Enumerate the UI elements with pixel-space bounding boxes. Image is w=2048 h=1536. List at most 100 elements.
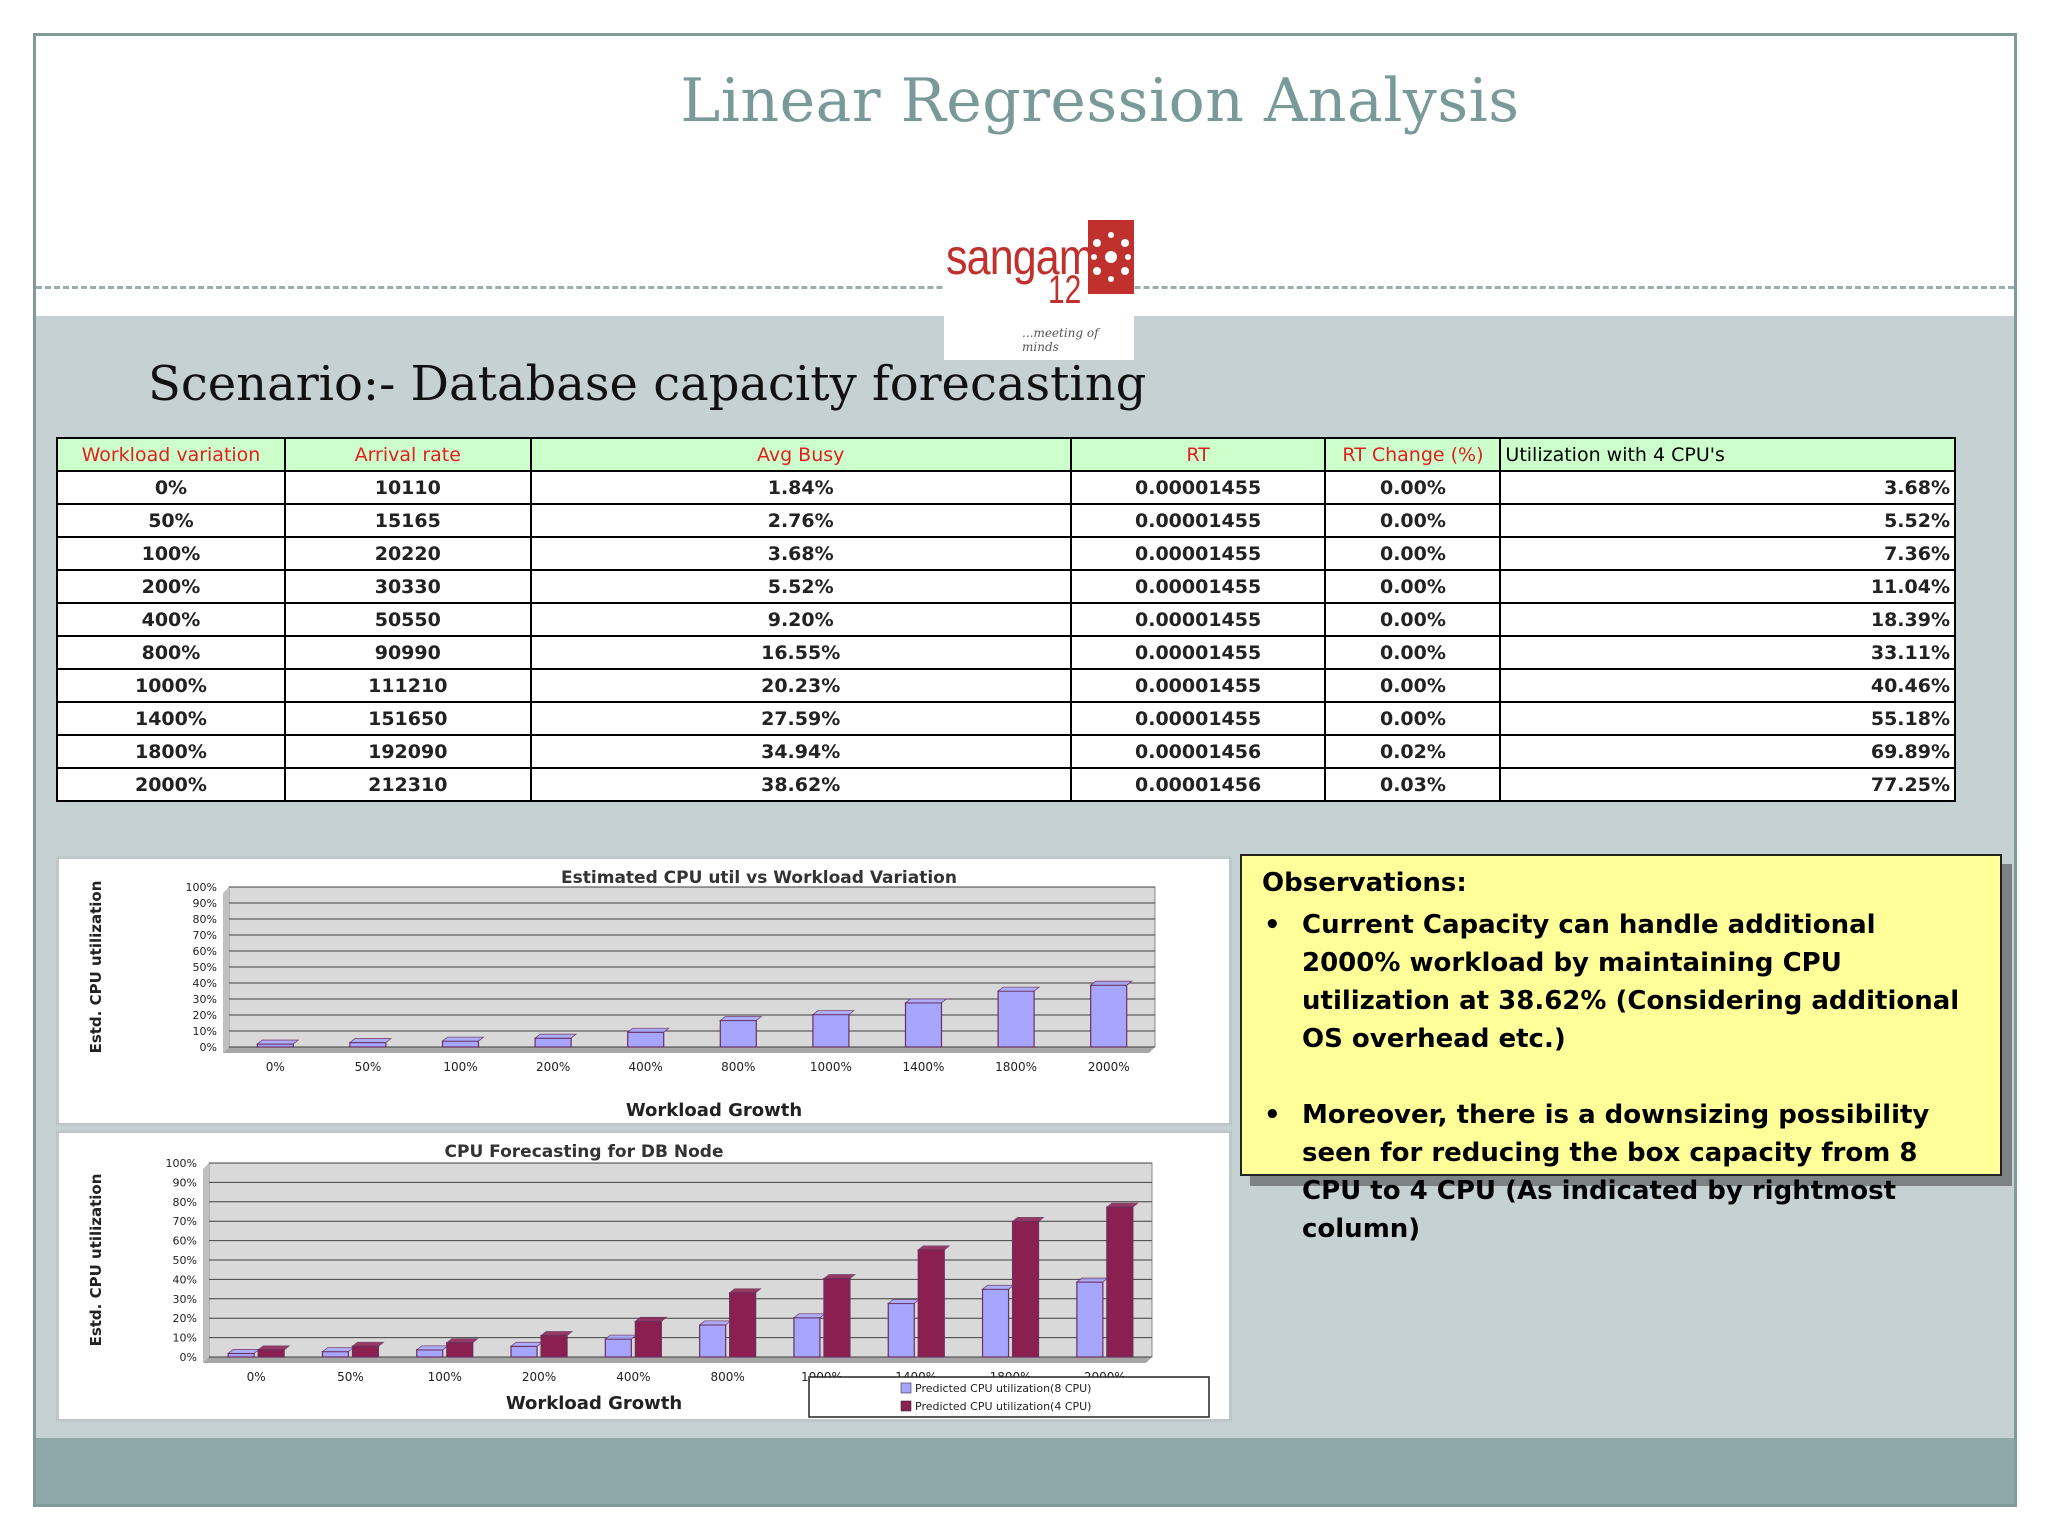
y-tick-label: 90% [193, 897, 217, 910]
cell-rt-change: 0.00% [1324, 536, 1502, 571]
cell-rt-change: 0.00% [1324, 470, 1502, 505]
cell-utilization: 7.36% [1499, 536, 1956, 571]
legend-swatch [900, 1382, 912, 1394]
bar [917, 1249, 945, 1358]
bar-top [604, 1334, 638, 1340]
bar [257, 1349, 285, 1358]
cell-utilization: 11.04% [1499, 569, 1956, 604]
cell-avg-busy: 34.94% [529, 734, 1072, 769]
column-header-arrival-rate: Arrival rate [283, 437, 532, 472]
x-tick-label: 100% [443, 1060, 477, 1074]
chart-cpu-forecast: 100% 90% 80% 70% 60% 50% 40% 30% 20% 10% 0% Estd. C… [87, 1142, 1210, 1418]
table-row: 400% 50550 9.20% 0.00001455 0.00% 18.39% [56, 602, 1956, 637]
cell-arrival-rate: 15165 [283, 503, 532, 538]
column-header-workload: Workload variation [56, 437, 286, 472]
bar [793, 1317, 821, 1358]
x-tick-label: 50% [337, 1370, 364, 1384]
cell-workload: 0% [56, 470, 286, 505]
cell-rt-change: 0.03% [1324, 767, 1502, 802]
column-header-rt-change: RT Change (%) [1324, 437, 1502, 472]
cell-rt: 0.00001455 [1069, 701, 1327, 736]
sangam-logo: sangam 12 ...meeting of minds [944, 208, 1134, 360]
bar [627, 1031, 665, 1048]
bar-top [634, 1316, 668, 1322]
y-tick-label: 80% [173, 1196, 197, 1209]
observations-list: Current Capacity can handle additional 2… [1262, 906, 1980, 1248]
bar-top [539, 1331, 574, 1336]
x-tick-label: 200% [536, 1060, 570, 1074]
bar-top [256, 1039, 300, 1045]
cell-arrival-rate: 30330 [283, 569, 532, 604]
bar [510, 1345, 538, 1358]
column-header-utilization: Utilization with 4 CPU's [1499, 437, 1956, 472]
y-tick-label: 100% [166, 1157, 197, 1170]
cell-rt: 0.00001455 [1069, 635, 1327, 670]
cell-utilization: 3.68% [1499, 470, 1956, 505]
cell-arrival-rate: 50550 [283, 602, 532, 637]
chart-cpu-util: 100% 90% 80% 70% 60% 50% 40% 30% 20% 10% 0% Estd. C… [87, 868, 1156, 1121]
bar-top [348, 1038, 393, 1043]
y-tick-label: 40% [193, 977, 217, 990]
cell-avg-busy: 27.59% [529, 701, 1072, 736]
y-tick-label: 70% [173, 1215, 197, 1228]
x-axis-label: Workload Growth [506, 1393, 682, 1414]
bar-top [904, 998, 948, 1004]
cell-arrival-rate: 20220 [283, 536, 532, 571]
cell-rt-change: 0.00% [1324, 668, 1502, 703]
cell-workload: 50% [56, 503, 286, 538]
bar [812, 1014, 850, 1048]
bar [699, 1324, 727, 1358]
bar-top [445, 1338, 479, 1344]
cell-rt: 0.00001455 [1069, 536, 1327, 571]
logo-number: 12 [1048, 268, 1082, 312]
bar [997, 990, 1035, 1048]
bar-top [415, 1345, 449, 1351]
y-tick-label: 0% [180, 1351, 197, 1364]
cell-avg-busy: 2.76% [529, 503, 1072, 538]
bar [634, 1320, 662, 1358]
bar-top [351, 1341, 385, 1347]
table-header-row: Workload variation Arrival rate Avg Busy… [56, 437, 1956, 472]
cell-rt: 0.00001456 [1069, 767, 1327, 802]
bar-top [1089, 980, 1133, 986]
bar-top [719, 1016, 763, 1021]
x-tick-label: 0% [247, 1370, 266, 1384]
table-row: 1400% 151650 27.59% 0.00001455 0.00% 55.18% [56, 701, 1956, 736]
cell-workload: 400% [56, 602, 286, 637]
y-tick-label: 60% [173, 1235, 197, 1248]
cell-rt: 0.00001456 [1069, 734, 1327, 769]
bar [904, 1002, 943, 1048]
bar [719, 1019, 757, 1048]
bar [1011, 1220, 1040, 1358]
legend-label: Predicted CPU utilization(4 CPU) [915, 1400, 1091, 1413]
logo-tagline: ...meeting of minds [1022, 326, 1099, 354]
bar [321, 1351, 350, 1358]
cell-rt-change: 0.02% [1324, 734, 1502, 769]
table-row: 1800% 192090 34.94% 0.00001456 0.02% 69.89% [56, 734, 1956, 769]
bar [823, 1277, 851, 1358]
cell-rt-change: 0.00% [1324, 635, 1502, 670]
y-tick-label: 60% [193, 945, 217, 958]
chart-title: CPU Forecasting for DB Node [445, 1142, 724, 1162]
cell-rt: 0.00001455 [1069, 569, 1327, 604]
y-tick-label: 40% [173, 1273, 197, 1286]
observation-item: Moreover, there is a downsizing possibil… [1262, 1096, 1980, 1248]
cell-utilization: 33.11% [1499, 635, 1956, 670]
table-row: 0% 10110 1.84% 0.00001455 0.00% 3.68% [56, 470, 1956, 505]
bar-top [257, 1345, 291, 1351]
column-header-rt: RT [1069, 437, 1327, 472]
table-row: 2000% 212310 38.62% 0.00001456 0.03% 77.25% [56, 767, 1956, 802]
cell-rt: 0.00001455 [1069, 470, 1327, 505]
bar-top [1011, 1217, 1045, 1222]
cell-utilization: 40.46% [1499, 668, 1956, 703]
cell-rt: 0.00001455 [1069, 668, 1327, 703]
y-tick-label: 10% [193, 1025, 217, 1038]
bar-top [728, 1288, 762, 1294]
slide-title: Linear Regression Analysis [680, 66, 1520, 136]
y-axis-label: Estd. CPU utilization [87, 1174, 105, 1347]
bar [540, 1334, 568, 1358]
bar [1106, 1206, 1134, 1358]
bar [441, 1040, 480, 1048]
bar-top [698, 1320, 732, 1326]
cell-utilization: 55.18% [1499, 701, 1956, 736]
